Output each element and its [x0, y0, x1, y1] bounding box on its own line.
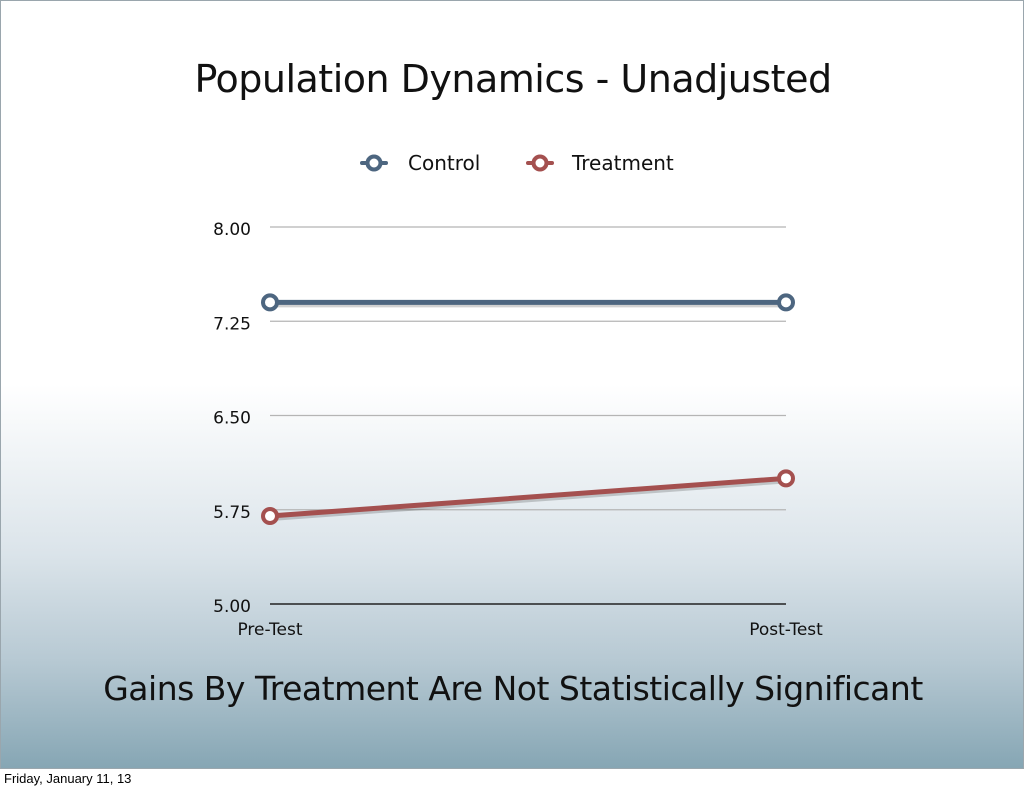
series-line-treatment	[267, 475, 789, 519]
data-point-control	[777, 293, 795, 312]
chart-subtitle: Gains By Treatment Are Not Statistically…	[103, 669, 923, 708]
y-tick-label: 5.00	[213, 597, 251, 617]
data-point-treatment	[261, 507, 279, 526]
x-tick-label: Post-Test	[749, 620, 823, 640]
legend-marker	[531, 154, 549, 172]
footer-date: Friday, January 11, 13	[4, 771, 132, 786]
chart-title: Population Dynamics - Unadjusted	[194, 57, 832, 101]
data-point-control	[261, 293, 279, 312]
y-tick-label: 7.25	[213, 314, 251, 334]
line-chart: 5.00 5.75 6.50 7.25 8.00 Pre-Test Post-Test Con…	[213, 151, 823, 640]
legend-label: Treatment	[571, 151, 674, 175]
y-tick-label: 8.00	[213, 220, 251, 240]
data-point-treatment	[777, 469, 795, 488]
legend-marker	[365, 154, 383, 172]
y-tick-label: 6.50	[213, 409, 251, 429]
y-tick-label: 5.75	[213, 503, 251, 523]
slide-background: Population Dynamics - Unadjusted 5.00 5.7…	[0, 0, 1024, 769]
legend-label: Control	[408, 151, 480, 175]
x-tick-label: Pre-Test	[237, 620, 302, 640]
